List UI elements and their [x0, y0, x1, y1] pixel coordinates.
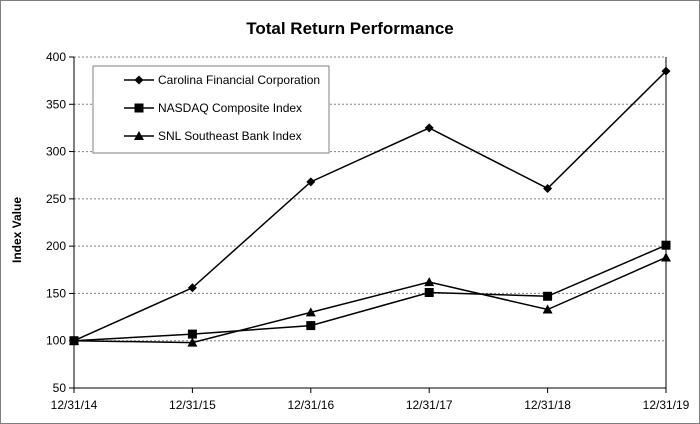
- gridlines: [74, 56, 666, 342]
- data-point-triangle: [424, 277, 435, 287]
- legend-marker-diamond: [134, 75, 144, 85]
- legend-label: NASDAQ Composite Index: [158, 101, 302, 115]
- x-axis-ticks: 12/31/14 12/31/15 12/31/16 12/31/17 12/31/18…: [51, 388, 690, 412]
- y-tick-label: 350: [46, 97, 66, 111]
- data-point-square: [424, 287, 434, 297]
- x-tick-label: 12/31/17: [406, 398, 453, 412]
- x-tick-label: 12/31/19: [643, 398, 690, 412]
- y-tick-label: 300: [46, 145, 66, 159]
- series-line: [73, 256, 667, 344]
- data-point-triangle: [187, 337, 198, 347]
- data-point-square: [187, 329, 197, 339]
- legend-entry-2: SNL Southeast Bank Index: [124, 129, 302, 143]
- legend-marker-triangle: [134, 131, 144, 140]
- legend-entry-0: Carolina Financial Corporation: [124, 73, 320, 87]
- data-point-diamond: [306, 177, 316, 187]
- data-point-diamond: [543, 183, 553, 193]
- y-tick-label: 100: [46, 334, 66, 348]
- legend-entry-1: NASDAQ Composite Index: [124, 101, 302, 115]
- legend-label: Carolina Financial Corporation: [158, 73, 320, 87]
- legend-label: SNL Southeast Bank Index: [158, 129, 302, 143]
- x-tick-label: 12/31/16: [287, 398, 334, 412]
- x-tick-label: 12/31/15: [169, 398, 216, 412]
- data-point-square: [306, 321, 316, 331]
- y-axis-label: Index Value: [10, 197, 24, 263]
- series-line: [73, 70, 667, 342]
- data-point-square: [661, 240, 671, 250]
- chart-title: Total Return Performance: [246, 19, 454, 38]
- series-2: [69, 252, 671, 347]
- y-tick-label: 50: [53, 381, 67, 395]
- axes: [73, 57, 667, 389]
- data-point-diamond: [661, 66, 671, 76]
- y-axis-ticks: 50 100 150 200 250 300 350 400: [46, 50, 74, 395]
- x-tick-label: 12/31/14: [51, 398, 98, 412]
- y-tick-label: 200: [46, 239, 66, 253]
- series-line: [73, 244, 667, 342]
- data-point-triangle: [69, 335, 79, 345]
- legend: Carolina Financial Corporation NASDAQ Com…: [92, 65, 330, 154]
- data-point-triangle: [542, 304, 553, 314]
- legend-marker-square: [134, 103, 144, 113]
- y-tick-label: 150: [46, 286, 66, 300]
- data-point-triangle: [305, 307, 316, 317]
- x-tick-label: 12/31/18: [524, 398, 571, 412]
- data-point-diamond: [424, 123, 434, 133]
- data-point-diamond: [187, 283, 197, 293]
- data-point-square: [543, 291, 553, 301]
- series-group: [69, 66, 671, 347]
- y-tick-label: 400: [46, 50, 66, 64]
- y-tick-label: 250: [46, 192, 66, 206]
- data-point-triangle: [661, 252, 671, 262]
